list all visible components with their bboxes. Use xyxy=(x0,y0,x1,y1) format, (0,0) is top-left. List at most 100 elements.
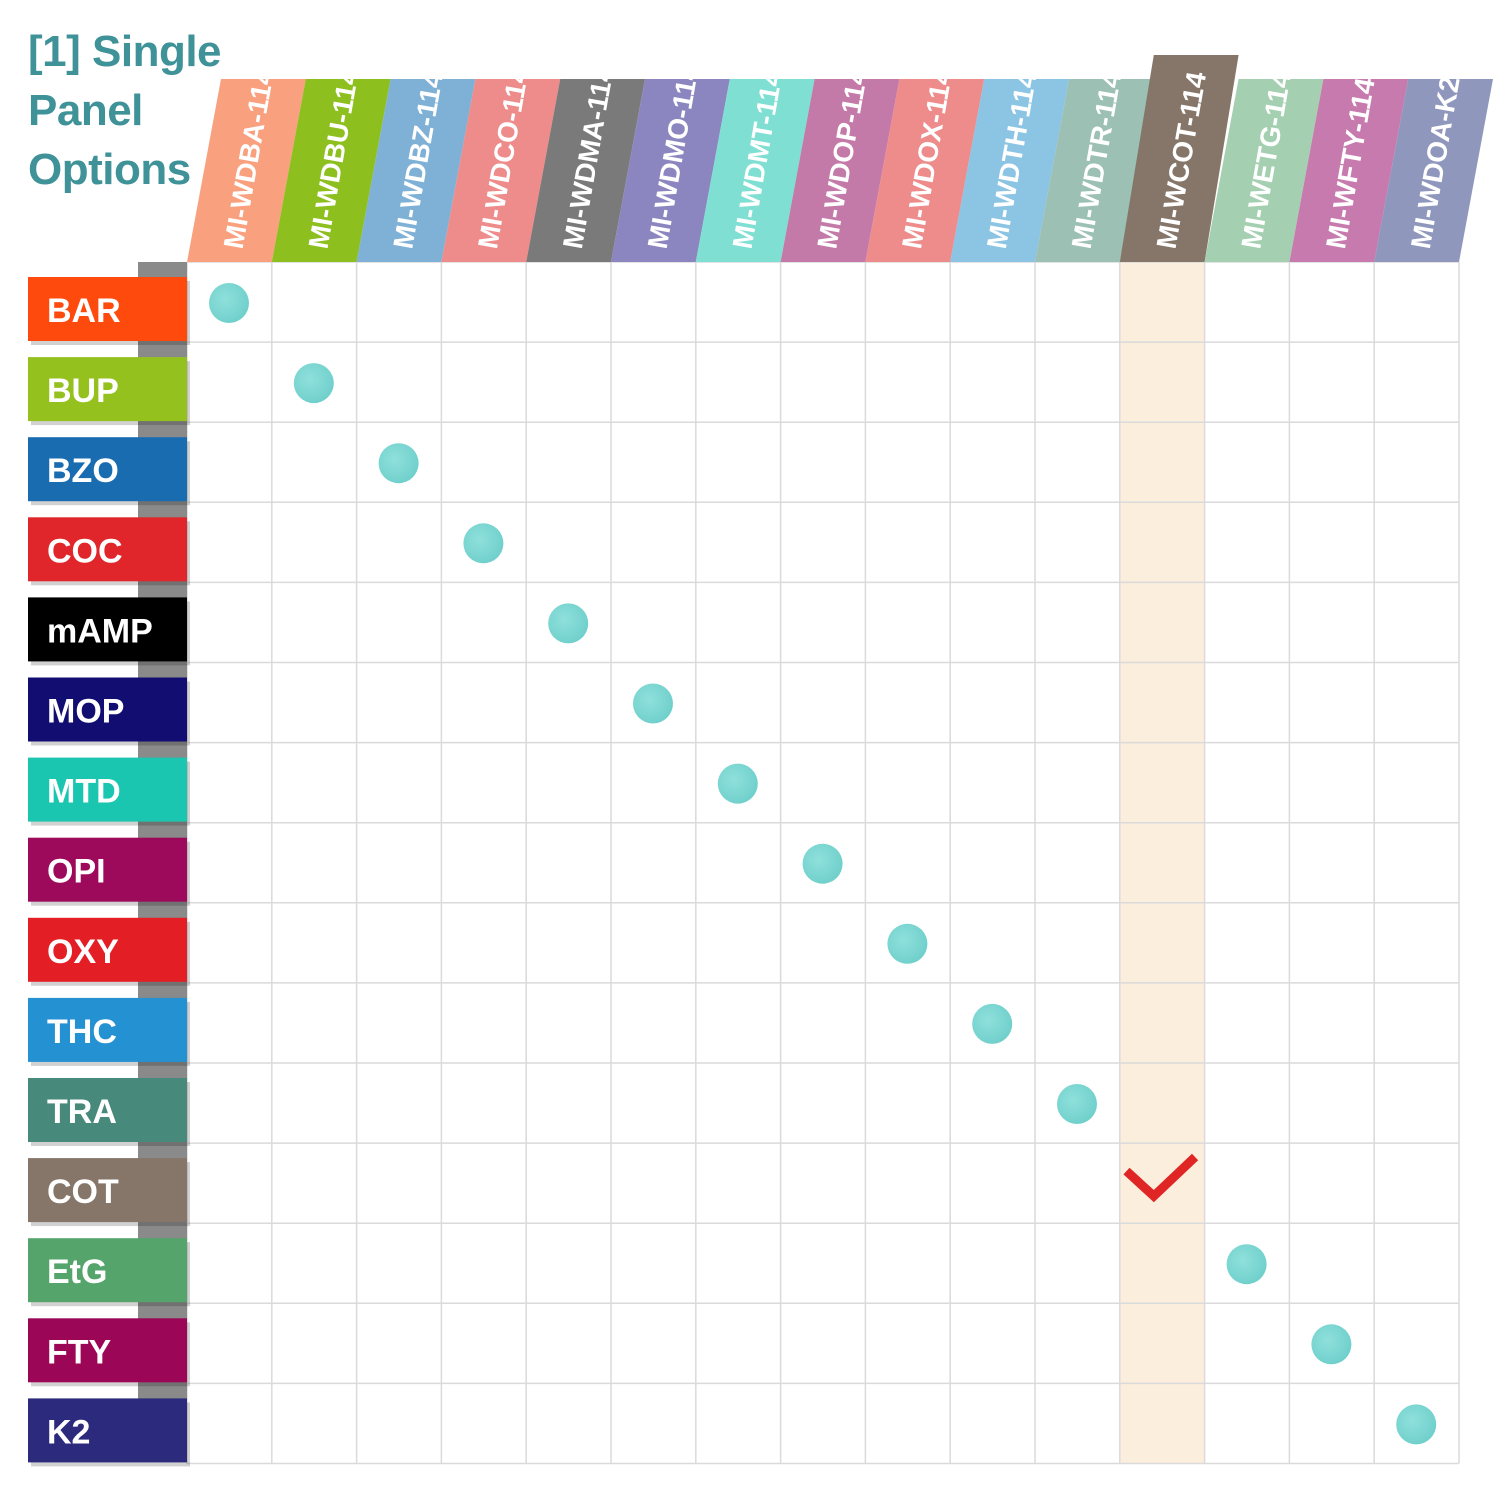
column-header: MI-WCOT-114 xyxy=(1119,55,1239,262)
row-label: THC xyxy=(28,997,190,1066)
row-label: COT xyxy=(28,1158,190,1227)
row-label-text: FTY xyxy=(47,1333,112,1371)
indicator-dot xyxy=(972,1003,1013,1044)
column-header: MI-WDOA-K2 xyxy=(1374,74,1493,262)
column-header: MI-WDMT-114 xyxy=(695,68,815,262)
row-label: FTY xyxy=(28,1318,190,1387)
row-label-box xyxy=(28,437,187,502)
grid-lines xyxy=(186,261,1460,1465)
indicator-dot xyxy=(633,683,673,724)
column-header-band xyxy=(1119,55,1239,262)
row-label-box xyxy=(28,757,187,822)
row-label-text: THC xyxy=(47,1013,117,1051)
indicator-dot xyxy=(802,843,843,884)
row-label-text: TRA xyxy=(47,1093,117,1131)
row-label: MOP xyxy=(28,677,190,746)
row-label-text: COT xyxy=(47,1173,119,1211)
row-label-box xyxy=(28,517,187,582)
column-header: MI-WDBA-114 xyxy=(187,66,306,262)
column-header: MI-WDCO-114 xyxy=(441,64,561,262)
page-title: [1] Single Panel Options xyxy=(28,22,238,199)
column-header-band xyxy=(356,79,476,262)
row-label: K2 xyxy=(28,1398,190,1467)
indicator-dot xyxy=(548,603,589,644)
column-header: MI-WDMO-114 xyxy=(611,61,730,262)
column-header-band xyxy=(695,79,815,262)
row-label-box xyxy=(28,597,187,662)
column-header: MI-WETG-114 xyxy=(1204,69,1324,262)
check-icon xyxy=(1123,1153,1199,1203)
column-header: MI-WDBZ-114 xyxy=(356,69,476,262)
column-header-band xyxy=(1374,79,1493,262)
row-label: MTD xyxy=(28,757,190,826)
column-headers: MI-WDBA-114 MI-WDBU-114 MI-WDBZ-114 MI-WDCO… xyxy=(187,55,1493,262)
row-label-text: COC xyxy=(47,532,123,570)
column-header-band xyxy=(865,79,985,262)
column-header: MI-WDTR-114 xyxy=(1035,69,1154,262)
row-label: TRA xyxy=(28,1078,190,1146)
indicator-dot xyxy=(1057,1084,1097,1124)
column-header: MI-WDTH-114 xyxy=(950,69,1069,262)
column-header-band xyxy=(187,79,306,262)
column-header: MI-WDMA-114 xyxy=(526,63,645,262)
row-label-text: EtG xyxy=(47,1253,107,1291)
row-label-box xyxy=(28,1398,187,1463)
row-label: BZO xyxy=(28,437,190,506)
row-label-box xyxy=(28,917,187,982)
row-label-box xyxy=(28,357,187,422)
row-label-text: MOP xyxy=(47,693,124,731)
column-header: MI-WFTY-114 xyxy=(1289,75,1409,262)
column-header: MI-WDOP-114 xyxy=(780,66,900,262)
indicator-dot xyxy=(887,923,928,964)
column-header-band xyxy=(950,79,1069,262)
indicator-dot xyxy=(209,283,249,323)
matrix-marks xyxy=(209,283,1437,1445)
row-label: OXY xyxy=(28,917,190,986)
row-label: BAR xyxy=(28,277,190,345)
row-label-box xyxy=(28,1238,187,1303)
title-line-3: Options xyxy=(28,145,191,194)
column-header-band xyxy=(780,79,900,262)
column-header-band xyxy=(526,79,645,262)
row-label-box xyxy=(28,837,187,902)
row-label-box xyxy=(28,277,187,341)
row-label-text: mAMP xyxy=(47,612,153,650)
row-label: mAMP xyxy=(28,597,190,666)
indicator-dot xyxy=(463,523,504,564)
row-label-text: MTD xyxy=(47,773,121,811)
highlight-column xyxy=(1119,262,1205,1464)
indicator-dot xyxy=(378,443,419,484)
row-label-box xyxy=(28,1158,187,1223)
column-header-band xyxy=(1035,79,1154,262)
row-label: BUP xyxy=(28,357,190,426)
column-header-band xyxy=(1289,79,1409,262)
row-label: EtG xyxy=(28,1238,190,1307)
row-label-box xyxy=(28,997,187,1062)
row-label: OPI xyxy=(28,837,190,906)
row-label-text: K2 xyxy=(47,1413,90,1451)
column-header-band xyxy=(1204,79,1324,262)
indicator-dot xyxy=(1311,1324,1352,1365)
column-header: MI-WDOX-114 xyxy=(865,66,985,262)
column-header: MI-WDBU-114 xyxy=(271,66,391,262)
row-label-box xyxy=(28,1318,187,1383)
row-label: COC xyxy=(28,517,190,586)
row-label-text: OXY xyxy=(47,933,119,971)
column-header-band xyxy=(611,79,730,262)
indicator-dot xyxy=(293,363,334,404)
column-header-band xyxy=(271,79,391,262)
row-label-text: OPI xyxy=(47,853,106,891)
highlight-layer xyxy=(1119,262,1205,1464)
row-label-text: BUP xyxy=(47,372,119,410)
indicator-dot xyxy=(1226,1244,1267,1285)
row-label-box xyxy=(28,1078,187,1142)
row-label-box xyxy=(28,677,187,742)
row-labels: BAR BUP BZO COC mAMP MOP MTD OPI OXY THC TRA COT EtG… xyxy=(28,262,190,1467)
column-header-band xyxy=(441,79,561,262)
indicator-dot xyxy=(1396,1404,1437,1445)
title-line-2: Panel xyxy=(28,86,143,135)
indicator-dot xyxy=(717,763,758,804)
row-label-text: BZO xyxy=(47,452,119,490)
row-label-text: BAR xyxy=(47,292,121,330)
